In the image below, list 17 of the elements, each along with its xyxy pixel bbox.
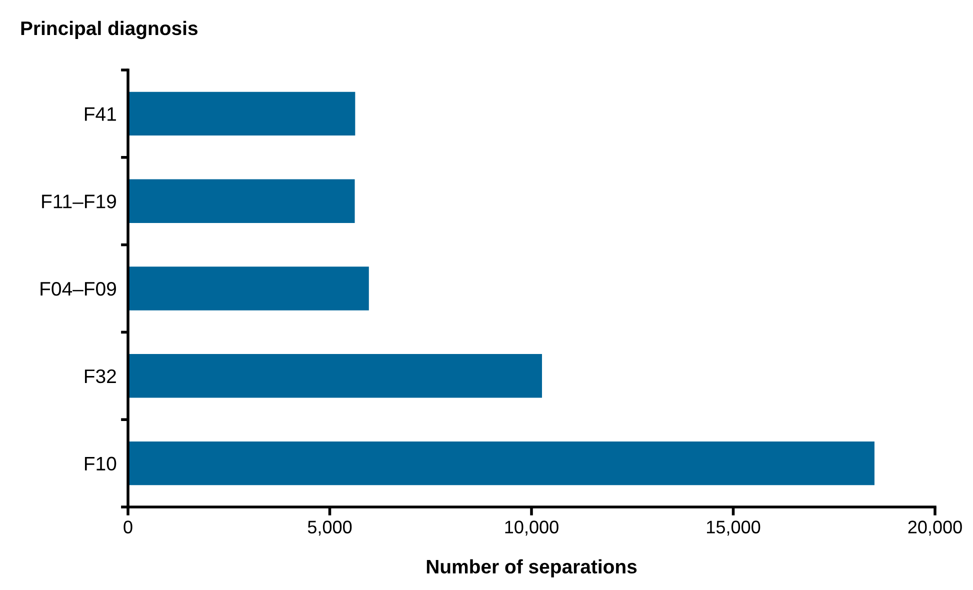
bar [128,441,874,486]
x-tick-label: 20,000 [908,520,962,536]
x-tick-label: 15,000 [707,520,760,536]
bar [128,179,355,223]
x-axis-title: Number of separations [426,559,637,578]
y-tick-label: F41 [84,107,116,121]
y-tick-label: F32 [84,369,116,384]
bar [128,266,369,310]
y-tick-label: F11–F19 [42,194,116,208]
bar [128,92,356,136]
x-tick-label: 10,000 [505,520,558,536]
y-tick-label: F04–F09 [40,282,116,296]
y-axis-title: Principal diagnosis [21,20,198,40]
bar [128,354,542,398]
x-tick-label: 0 [124,520,132,534]
y-tick-label: F10 [84,456,116,471]
x-tick-label: 5,000 [308,520,352,536]
